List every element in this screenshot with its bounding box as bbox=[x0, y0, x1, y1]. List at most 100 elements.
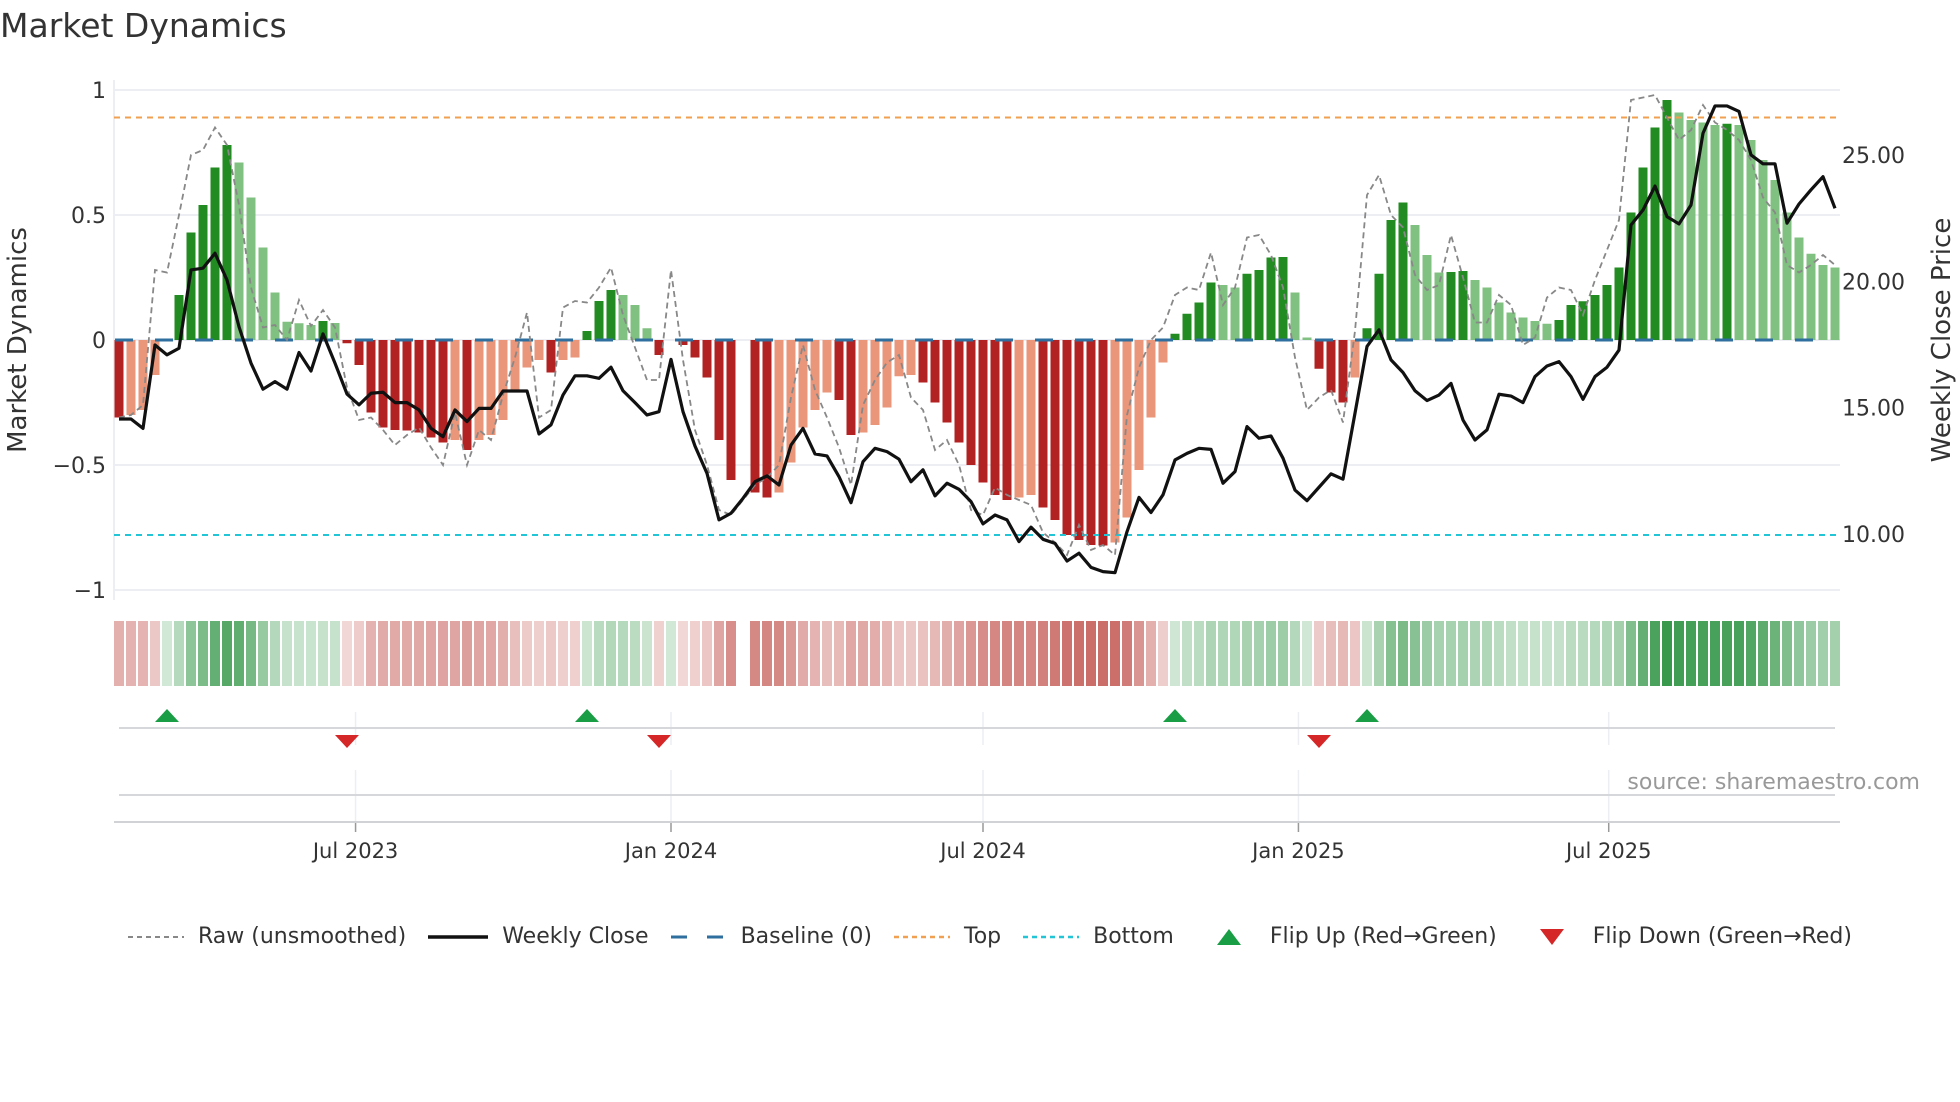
dynamics-bar bbox=[1326, 340, 1336, 393]
heat-strip-cell bbox=[1698, 621, 1708, 686]
legend-label: Baseline (0) bbox=[740, 924, 872, 949]
legend-top-swatch bbox=[894, 935, 950, 938]
heat-strip-cell bbox=[294, 621, 304, 686]
legend-label: Top bbox=[964, 924, 1002, 949]
legend-item-bottom[interactable]: Bottom bbox=[1023, 924, 1174, 949]
dynamics-bar bbox=[258, 247, 268, 340]
y-tick-label: 0.5 bbox=[71, 204, 106, 229]
dynamics-bar bbox=[378, 340, 388, 428]
heat-strip-cell bbox=[1710, 621, 1720, 686]
x-tick-label: Jul 2023 bbox=[311, 839, 398, 863]
dynamics-bar bbox=[1266, 257, 1276, 340]
dynamics-bar bbox=[870, 340, 880, 425]
dynamics-bar bbox=[342, 340, 352, 344]
legend-item-top[interactable]: Top bbox=[894, 924, 1001, 949]
heat-strip-cell bbox=[1530, 621, 1540, 686]
heat-strip-cell bbox=[1206, 621, 1216, 686]
heat-strip-cell bbox=[474, 621, 484, 686]
heat-strip-cell bbox=[1242, 621, 1252, 686]
dynamics-bar bbox=[522, 340, 532, 368]
dynamics-bar bbox=[906, 340, 916, 375]
heat-strip-cell bbox=[1350, 621, 1360, 686]
dynamics-bar bbox=[1302, 337, 1312, 340]
heat-strip-cell bbox=[426, 621, 436, 686]
dynamics-bar bbox=[1170, 333, 1180, 340]
heat-strip-cell bbox=[1506, 621, 1516, 686]
dynamics-bar bbox=[1806, 253, 1816, 340]
legend-bottom-swatch bbox=[1023, 935, 1080, 938]
dynamics-bar bbox=[1434, 272, 1444, 340]
legend-item-raw[interactable]: Raw (unsmoothed) bbox=[128, 924, 406, 949]
heat-strip-cell bbox=[1782, 621, 1792, 686]
y-tick-label: −0.5 bbox=[53, 454, 106, 479]
dynamics-bar bbox=[750, 340, 760, 493]
dynamics-bar bbox=[198, 205, 208, 340]
dynamics-bar bbox=[1026, 340, 1036, 495]
dynamics-bar bbox=[1830, 267, 1840, 340]
y2-tick-label: 20.00 bbox=[1842, 270, 1905, 295]
heat-strip-cell bbox=[1338, 621, 1348, 686]
heat-strip-cell bbox=[642, 621, 652, 686]
heat-strip-cell bbox=[114, 621, 124, 686]
heat-strip-cell bbox=[1794, 621, 1804, 686]
flip-down-marker bbox=[647, 735, 671, 748]
dynamics-bar bbox=[1578, 301, 1588, 340]
heat-strip-cell bbox=[1326, 621, 1336, 686]
heat-strip-cell bbox=[834, 621, 844, 686]
heat-strip-cell bbox=[306, 621, 316, 686]
heat-strip-cell bbox=[630, 621, 640, 686]
legend-item-flip-down[interactable]: Flip Down (Green→Red) bbox=[1539, 924, 1852, 949]
heat-strip-cell bbox=[498, 621, 508, 686]
heat-strip-cell bbox=[198, 621, 208, 686]
dynamics-bar bbox=[438, 340, 448, 443]
heat-strip-cell bbox=[150, 621, 160, 686]
dynamics-bar bbox=[1494, 302, 1504, 340]
heat-strip-cell bbox=[1002, 621, 1012, 686]
flip-up-marker bbox=[1163, 709, 1187, 722]
flip-down-triangle-icon bbox=[1539, 928, 1564, 945]
dynamics-bar bbox=[918, 340, 928, 383]
dynamics-bar bbox=[1218, 285, 1228, 340]
heat-strip-cell bbox=[1446, 621, 1456, 686]
heat-strip-cell bbox=[954, 621, 964, 686]
heat-strip-cell bbox=[522, 621, 532, 686]
dynamics-bar bbox=[594, 301, 604, 340]
legend: Raw (unsmoothed) Weekly Close Baseline (… bbox=[128, 924, 1874, 949]
dynamics-bar bbox=[654, 340, 664, 355]
dynamics-bar bbox=[294, 323, 304, 340]
dynamics-bar bbox=[126, 340, 136, 415]
heat-strip-cell bbox=[1818, 621, 1828, 686]
heat-strip-cell bbox=[1110, 621, 1120, 686]
dynamics-bar bbox=[186, 232, 196, 340]
heat-strip-cell bbox=[1254, 621, 1264, 686]
flip-down-marker bbox=[1307, 735, 1331, 748]
heat-strip-cell bbox=[870, 621, 880, 686]
legend-item-close[interactable]: Weekly Close bbox=[428, 924, 649, 949]
dynamics-bar bbox=[174, 295, 184, 340]
dynamics-bar bbox=[234, 162, 244, 340]
heat-strip-cell bbox=[1398, 621, 1408, 686]
heat-strip-cell bbox=[1026, 621, 1036, 686]
dynamics-bar bbox=[1554, 320, 1564, 340]
dynamics-bar bbox=[846, 340, 856, 435]
heat-strip-cell bbox=[1410, 621, 1420, 686]
dynamics-bar bbox=[318, 321, 328, 340]
dynamics-bar bbox=[966, 340, 976, 465]
dynamics-bar bbox=[702, 340, 712, 378]
heat-strip-cell bbox=[378, 621, 388, 686]
heat-strip-cell bbox=[1722, 621, 1732, 686]
heat-strip-cell bbox=[1434, 621, 1444, 686]
dynamics-bar bbox=[1542, 323, 1552, 340]
heat-strip-cell bbox=[1578, 621, 1588, 686]
heat-strip-cell bbox=[846, 621, 856, 686]
dynamics-bar bbox=[1662, 100, 1672, 340]
heat-strip-cell bbox=[534, 621, 544, 686]
dynamics-bar bbox=[1482, 287, 1492, 340]
raw-line bbox=[118, 93, 1836, 557]
heat-strip-cell bbox=[1746, 621, 1756, 686]
dynamics-bar bbox=[834, 340, 844, 400]
dynamics-bar bbox=[1278, 257, 1288, 340]
legend-item-baseline[interactable]: Baseline (0) bbox=[670, 924, 872, 949]
dynamics-bar bbox=[582, 331, 592, 340]
legend-item-flip-up[interactable]: Flip Up (Red→Green) bbox=[1216, 924, 1497, 949]
